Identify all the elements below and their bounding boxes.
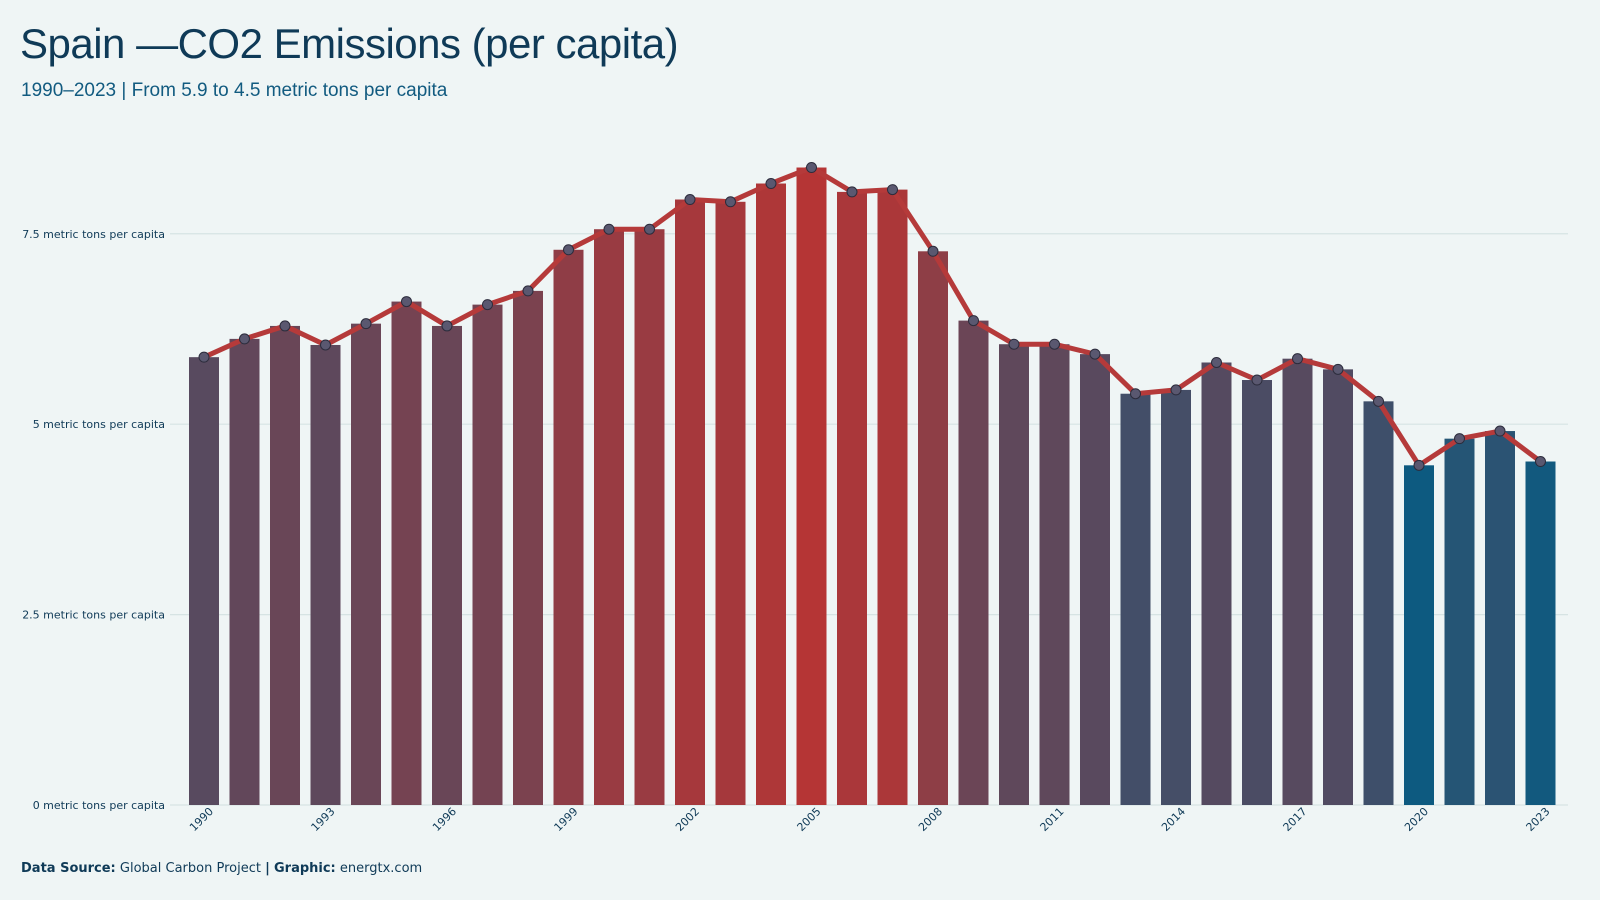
trend-line — [201, 165, 1543, 468]
x-tick-label: 2020 — [1402, 805, 1431, 834]
bar — [796, 167, 827, 805]
trend-marker — [360, 318, 372, 330]
bar — [1282, 358, 1313, 805]
bar — [1525, 461, 1556, 805]
trend-marker — [401, 296, 412, 308]
bar — [958, 320, 989, 805]
bar — [1242, 380, 1272, 805]
graphic-label: Graphic: — [273, 861, 336, 876]
x-tick-label: 2008 — [916, 805, 945, 834]
y-axis-tick-labels: 0 metric tons per capita 2.5 metric tons … — [22, 228, 165, 812]
trend-marker — [320, 339, 331, 351]
bars — [189, 167, 1556, 806]
bar — [553, 249, 584, 805]
bar — [837, 191, 867, 806]
trend-marker — [279, 320, 291, 332]
x-tick-label: 2014 — [1159, 805, 1188, 834]
trend-marker — [1008, 338, 1020, 350]
trend-marker — [1049, 338, 1060, 350]
trend-line-path — [201, 165, 1543, 468]
trend-marker — [765, 178, 777, 190]
bar — [391, 301, 422, 805]
trend-marker — [644, 223, 655, 235]
bar-line-chart: 0 metric tons per capita 2.5 metric tons … — [22, 162, 1568, 834]
trend-marker — [806, 162, 817, 174]
bar — [1201, 362, 1232, 805]
graphic-value: energtx.com — [339, 861, 423, 876]
bar — [1161, 389, 1191, 805]
x-axis-tick-labels: 1990 1993 1996 1999 2002 2005 2008 2011 2014 2017… — [187, 805, 1552, 834]
x-tick-label: 2011 — [1038, 805, 1067, 834]
trend-marker — [1292, 353, 1303, 365]
bar — [1444, 438, 1475, 805]
source-label: Data Source: — [21, 861, 116, 876]
bar — [229, 338, 260, 805]
trend-marker — [1413, 459, 1425, 471]
trend-marker — [684, 194, 696, 206]
bar — [594, 229, 624, 806]
trend-marker — [1251, 374, 1263, 386]
trend-marker — [1130, 388, 1141, 400]
y-tick-label: 0 metric tons per capita — [33, 799, 165, 812]
bar — [189, 357, 219, 805]
bar — [432, 325, 462, 805]
trend-marker — [563, 244, 574, 256]
x-tick-label: 2017 — [1281, 805, 1310, 834]
x-tick-label: 2005 — [795, 805, 824, 834]
bar — [675, 199, 705, 806]
trend-marker — [846, 186, 858, 198]
trend-marker — [1373, 395, 1384, 407]
x-tick-label: 1999 — [552, 805, 581, 834]
trend-marker — [1211, 356, 1222, 368]
trend-marker — [725, 196, 736, 208]
bar — [1120, 393, 1151, 805]
trend-marker — [239, 333, 250, 345]
y-tick-label: 2.5 metric tons per capita — [22, 609, 165, 622]
trend-marker — [1332, 363, 1344, 375]
trend-marker — [1494, 425, 1506, 437]
bar — [1039, 344, 1070, 805]
source-value: Global Carbon Project — [119, 861, 261, 876]
chart-title: Spain —CO2 Emissions (per capita) — [20, 20, 679, 67]
bar — [351, 323, 381, 805]
caption-separator: | — [265, 861, 270, 876]
bar — [513, 290, 543, 806]
bar — [1080, 354, 1110, 805]
trend-marker — [1170, 384, 1182, 396]
trend-marker — [927, 245, 939, 257]
bar — [999, 344, 1029, 805]
x-tick-label: 1990 — [187, 805, 216, 834]
trend-markers — [198, 162, 1546, 471]
bar — [634, 229, 665, 806]
chart-caption: Data Source: Global Carbon Project | Gra… — [21, 861, 422, 876]
trend-marker — [441, 320, 453, 332]
x-tick-label: 1996 — [430, 805, 459, 834]
bar — [1363, 401, 1394, 805]
bar — [310, 344, 341, 805]
bar — [715, 201, 746, 805]
bar — [877, 189, 908, 806]
trend-marker — [1089, 348, 1101, 360]
x-tick-label: 2023 — [1524, 805, 1553, 834]
bar — [918, 251, 948, 805]
y-tick-label: 5 metric tons per capita — [33, 418, 165, 431]
trend-marker — [887, 184, 898, 196]
trend-marker — [968, 315, 979, 327]
trend-marker — [482, 299, 493, 311]
x-tick-label: 2002 — [673, 805, 702, 834]
trend-marker — [198, 351, 210, 363]
trend-marker — [522, 285, 534, 297]
y-tick-label: 7.5 metric tons per capita — [22, 228, 165, 241]
bar — [1404, 465, 1434, 805]
trend-marker — [603, 223, 615, 235]
bar — [756, 183, 786, 806]
bar — [1485, 431, 1515, 805]
bar — [472, 304, 503, 805]
trend-marker — [1535, 456, 1546, 468]
bar — [1323, 369, 1353, 805]
bar — [270, 325, 300, 805]
trend-marker — [1454, 433, 1465, 445]
chart-subtitle: 1990–2023 | From 5.9 to 4.5 metric tons … — [21, 80, 448, 101]
x-tick-label: 1993 — [309, 805, 338, 834]
